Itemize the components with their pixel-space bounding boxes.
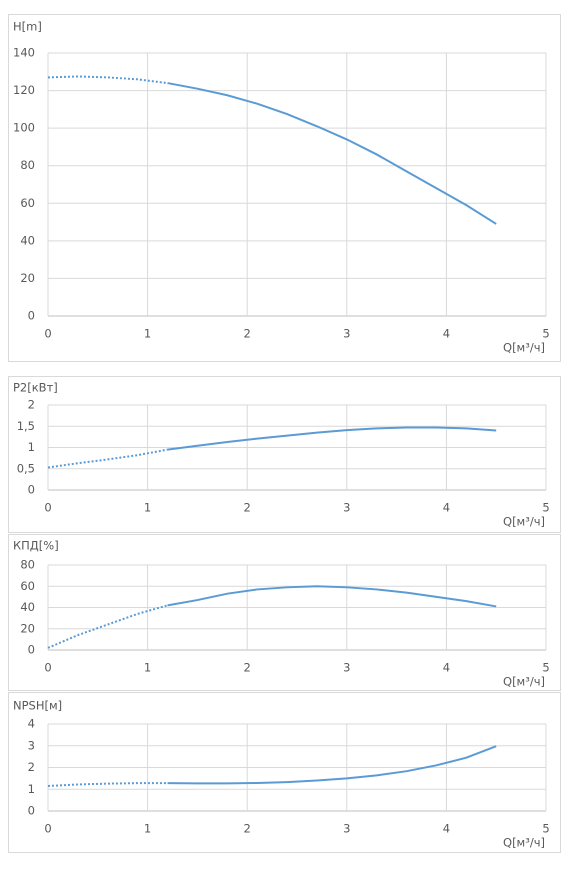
x-tick-label: 3 [343, 501, 350, 515]
y-axis-title: NPSH[м] [13, 699, 62, 713]
y-axis-title: H[m] [13, 20, 42, 34]
x-tick-label: 1 [144, 661, 151, 675]
y-tick-label: 100 [13, 121, 35, 135]
y-tick-label: 1 [28, 440, 35, 454]
x-tick-label: 3 [343, 661, 350, 675]
x-tick-label: 5 [542, 327, 549, 341]
x-tick-label: 5 [542, 661, 549, 675]
y-axis-title: P2[кВт] [13, 381, 58, 395]
y-tick-label: 0 [28, 309, 35, 323]
x-tick-label: 4 [443, 501, 450, 515]
panel [8, 376, 561, 533]
y-tick-label: 40 [20, 233, 35, 247]
x-tick-label: 2 [244, 661, 251, 675]
line-series [167, 426, 497, 451]
x-tick-label: 4 [443, 822, 450, 836]
y-axis-title: КПД[%] [13, 539, 59, 553]
x-tick-label: 3 [343, 822, 350, 836]
panel [8, 534, 561, 691]
line-series [167, 82, 497, 225]
y-tick-label: 0,5 [17, 461, 35, 475]
x-tick-label: 2 [244, 822, 251, 836]
x-tick-label: 1 [144, 822, 151, 836]
y-tick-label: 2 [28, 760, 35, 774]
x-tick-label: 4 [443, 661, 450, 675]
x-tick-label: 1 [144, 327, 151, 341]
panel [8, 14, 561, 362]
x-axis-title: Q[м³/ч] [503, 675, 545, 689]
line-series [47, 604, 168, 649]
x-tick-label: 5 [542, 501, 549, 515]
x-tick-label: 4 [443, 327, 450, 341]
x-axis-title: Q[м³/ч] [503, 515, 545, 529]
y-tick-label: 80 [20, 558, 35, 572]
x-tick-label: 2 [244, 501, 251, 515]
y-tick-label: 40 [20, 600, 35, 614]
y-tick-label: 60 [20, 579, 35, 593]
x-tick-label: 0 [44, 501, 51, 515]
x-axis-title: Q[м³/ч] [503, 836, 545, 850]
x-tick-label: 2 [244, 327, 251, 341]
x-tick-label: 0 [44, 661, 51, 675]
line-series [47, 448, 168, 469]
y-tick-label: 0 [28, 804, 35, 818]
x-tick-label: 0 [44, 822, 51, 836]
y-tick-label: 80 [20, 158, 35, 172]
y-tick-label: 0 [28, 483, 35, 497]
line-series [167, 745, 497, 785]
y-tick-label: 3 [28, 738, 35, 752]
x-axis-title: Q[м³/ч] [503, 341, 545, 355]
y-tick-label: 120 [13, 83, 35, 97]
y-tick-label: 20 [20, 271, 35, 285]
y-tick-label: 1,5 [17, 419, 35, 433]
x-tick-label: 0 [44, 327, 51, 341]
y-tick-label: 0 [28, 643, 35, 657]
x-tick-label: 3 [343, 327, 350, 341]
x-tick-label: 5 [542, 822, 549, 836]
y-tick-label: 20 [20, 621, 35, 635]
y-tick-label: 140 [13, 46, 35, 60]
line-series [167, 585, 497, 608]
y-tick-label: 2 [28, 398, 35, 412]
y-tick-label: 60 [20, 196, 35, 210]
panel [8, 692, 561, 853]
y-tick-label: 1 [28, 782, 35, 796]
y-tick-label: 4 [28, 717, 35, 731]
x-tick-label: 1 [144, 501, 151, 515]
